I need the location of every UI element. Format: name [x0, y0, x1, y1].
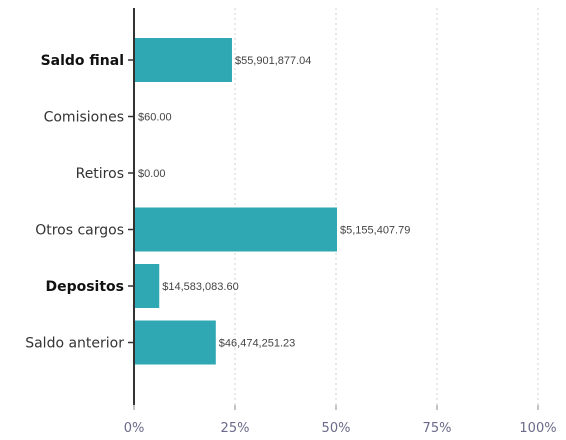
- value-labels: $55,901,877.04 $60.00 $0.00 $5,155,407.79 $1…: [138, 55, 410, 350]
- x-tick-label: 100%: [519, 421, 556, 436]
- category-label: Saldo final: [41, 53, 124, 69]
- category-label: Otros cargos: [35, 223, 124, 239]
- category-label: Depositos: [45, 279, 124, 295]
- x-tick-label: 75%: [423, 421, 452, 436]
- bar: [135, 38, 232, 82]
- value-label: $60.00: [138, 112, 172, 124]
- value-label: $5,155,407.79: [340, 225, 410, 237]
- bars: [135, 38, 337, 365]
- category-label: Saldo anterior: [25, 336, 124, 352]
- category-label: Comisiones: [44, 110, 124, 126]
- value-label: $55,901,877.04: [235, 55, 311, 67]
- x-axis-ticks: 0% 25% 50% 75% 100%: [124, 59, 557, 436]
- category-labels: Saldo final Comisiones Retiros Otros cargos…: [25, 53, 124, 352]
- x-tick-label: 25%: [221, 421, 250, 436]
- x-tick-label: 50%: [322, 421, 351, 436]
- bar: [135, 264, 160, 308]
- bar: [135, 207, 337, 252]
- x-tick-label: 0%: [124, 421, 145, 436]
- category-label: Retiros: [76, 166, 124, 182]
- bar: [135, 320, 216, 365]
- value-label: $14,583,083.60: [162, 281, 238, 293]
- value-label: $0.00: [138, 168, 166, 180]
- grid-lines: [234, 8, 539, 405]
- value-label: $46,474,251.23: [219, 338, 295, 350]
